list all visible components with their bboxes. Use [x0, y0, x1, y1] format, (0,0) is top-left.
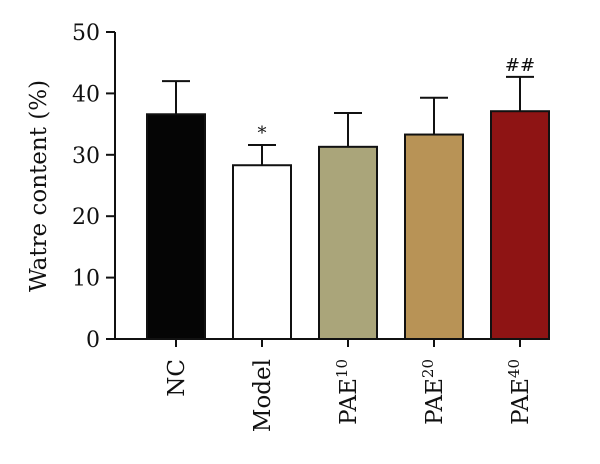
x-tick-label: PAE40 — [505, 359, 534, 425]
bar-series — [146, 110, 550, 341]
y-tick-label: 10 — [72, 267, 100, 292]
x-axis — [115, 338, 521, 347]
significance-label: ## — [505, 55, 535, 76]
bar — [490, 110, 550, 341]
y-tick-label: 40 — [72, 82, 100, 107]
significance-label: * — [258, 123, 267, 144]
category-labels: NC Model PAE10 PAE20 PAE40 — [164, 359, 534, 432]
x-tick-label: Model — [250, 359, 276, 432]
x-tick-label: PAE20 — [419, 359, 448, 425]
y-tick-label: 0 — [86, 328, 100, 353]
bar — [404, 133, 464, 340]
x-tick-label: PAE10 — [333, 359, 362, 425]
y-tick-label: 30 — [72, 144, 100, 169]
bar — [146, 113, 206, 340]
y-tick-label: 50 — [72, 21, 100, 46]
x-tick-label: NC — [164, 359, 190, 397]
error-bars — [162, 75, 534, 166]
significance-markers: * ## — [258, 55, 536, 144]
bar — [318, 145, 378, 340]
bar — [232, 164, 292, 340]
y-axis-label: Watre content (%) — [26, 80, 52, 292]
y-axis: 0 10 20 30 40 50 — [72, 21, 116, 353]
y-tick-label: 20 — [72, 205, 100, 230]
